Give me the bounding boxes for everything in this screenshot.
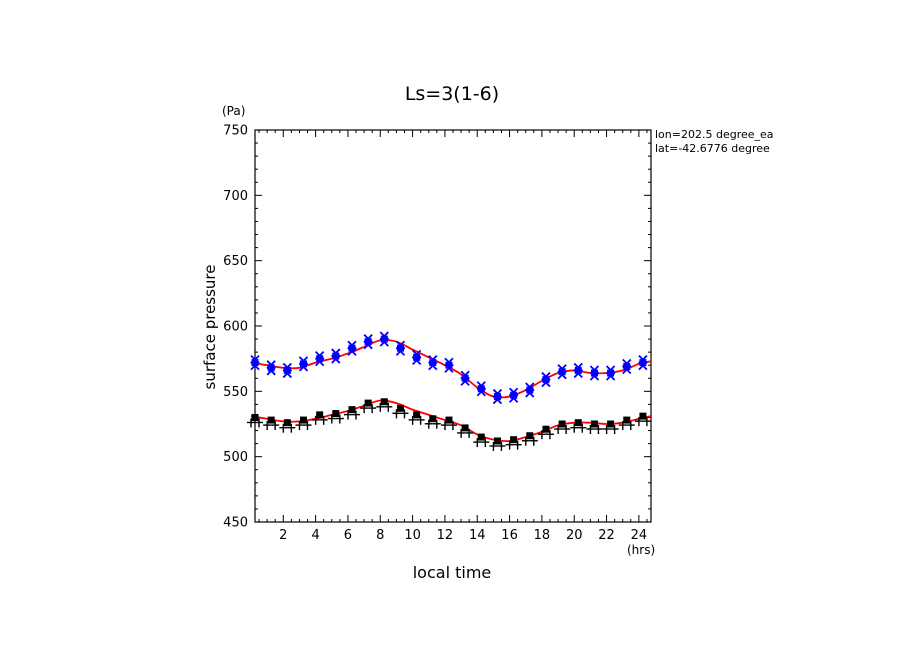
- blue-x-marker: [557, 364, 567, 380]
- annotation-lat: lat=-42.6776 degree: [655, 142, 770, 155]
- axis-ticks: 2 4 6 8 10 12 14 16 18 20 22 2445050055060065070075…: [223, 124, 651, 543]
- blue-x-marker: [589, 365, 600, 381]
- blue-x-marker: [460, 370, 470, 386]
- black-plus-marker: [618, 416, 635, 431]
- blue-x-marker: [266, 360, 276, 376]
- blue-x-marker: [347, 340, 357, 356]
- blue-x-marker: [573, 362, 583, 379]
- black-plus-marker: [554, 420, 571, 434]
- black-plus-marker: [247, 413, 263, 428]
- black-plus-marker: [343, 406, 360, 420]
- y-tick-label: 450: [223, 516, 248, 531]
- y-tick-label: 650: [223, 254, 248, 269]
- y-tick-label: 700: [223, 189, 248, 204]
- blue-x-marker: [363, 334, 373, 350]
- y-unit-label: (Pa): [222, 104, 245, 118]
- data-markers: [247, 331, 651, 451]
- black-plus-marker: [521, 432, 538, 446]
- y-axis-label: surface pressure: [201, 265, 219, 390]
- x-axis-label: local time: [413, 563, 492, 582]
- x-tick-label: 14: [469, 528, 486, 543]
- blue-x-marker: [605, 365, 616, 381]
- x-tick-label: 4: [311, 528, 319, 543]
- black-plus-marker: [360, 399, 377, 414]
- y-tick-label: 500: [223, 450, 248, 465]
- blue-x-marker: [428, 354, 438, 371]
- black-plus-marker: [537, 425, 554, 440]
- blue-x-marker: [411, 349, 422, 365]
- x-tick-label: 18: [534, 528, 551, 543]
- black-plus-marker: [602, 420, 619, 434]
- blue-x-marker: [541, 371, 551, 388]
- annotation-lon: lon=202.5 degree_ea: [655, 128, 774, 141]
- blue-x-marker: [331, 348, 341, 364]
- black-plus-marker: [424, 415, 441, 429]
- blue-x-marker: [444, 357, 454, 373]
- blue-x-marker: [476, 381, 486, 397]
- y-tick-label: 550: [223, 385, 248, 400]
- x-tick-label: 8: [376, 528, 384, 543]
- blue-x-marker: [525, 382, 535, 398]
- x-tick-label: 2: [279, 528, 287, 543]
- blue-x-marker: [379, 331, 389, 347]
- x-tick-label: 20: [566, 528, 583, 543]
- y-tick-label: 750: [223, 124, 248, 139]
- black-plus-marker: [570, 419, 587, 433]
- x-tick-label: 24: [631, 528, 648, 543]
- black-plus-marker: [376, 398, 393, 412]
- black-plus-marker: [505, 436, 522, 450]
- x-tick-label: 22: [598, 528, 615, 543]
- black-plus-marker: [440, 416, 457, 431]
- x-tick-label: 6: [344, 528, 352, 543]
- black-plus-marker: [586, 420, 603, 434]
- black-plus-marker: [327, 410, 344, 424]
- blue-x-marker: [298, 356, 309, 372]
- black-plus-marker: [279, 419, 296, 433]
- blue-x-marker: [622, 358, 632, 375]
- black-plus-marker: [473, 433, 490, 448]
- black-plus-marker: [392, 404, 409, 419]
- fit-line-upper: [250, 339, 652, 399]
- blue-x-marker: [508, 387, 519, 403]
- black-plus-marker: [634, 412, 651, 427]
- x-tick-label: 10: [404, 528, 421, 543]
- plot-frame: [254, 129, 652, 523]
- y-tick-label: 600: [223, 320, 248, 335]
- blue-x-marker: [250, 354, 260, 371]
- black-plus-marker: [457, 424, 474, 438]
- blue-x-marker: [492, 388, 503, 405]
- black-plus-marker: [311, 411, 328, 425]
- blue-x-marker: [315, 351, 325, 367]
- black-plus-marker: [408, 411, 425, 425]
- x-unit-label: (hrs): [627, 543, 655, 557]
- blue-x-marker: [282, 362, 292, 379]
- x-tick-label: 16: [501, 528, 518, 543]
- black-plus-marker: [489, 437, 506, 451]
- black-plus-marker: [295, 416, 312, 431]
- chart-title: Ls=3(1-6): [405, 83, 499, 105]
- blue-x-marker: [638, 354, 648, 371]
- blue-x-marker: [395, 340, 406, 356]
- x-tick-label: 12: [437, 528, 454, 543]
- black-plus-marker: [263, 416, 280, 431]
